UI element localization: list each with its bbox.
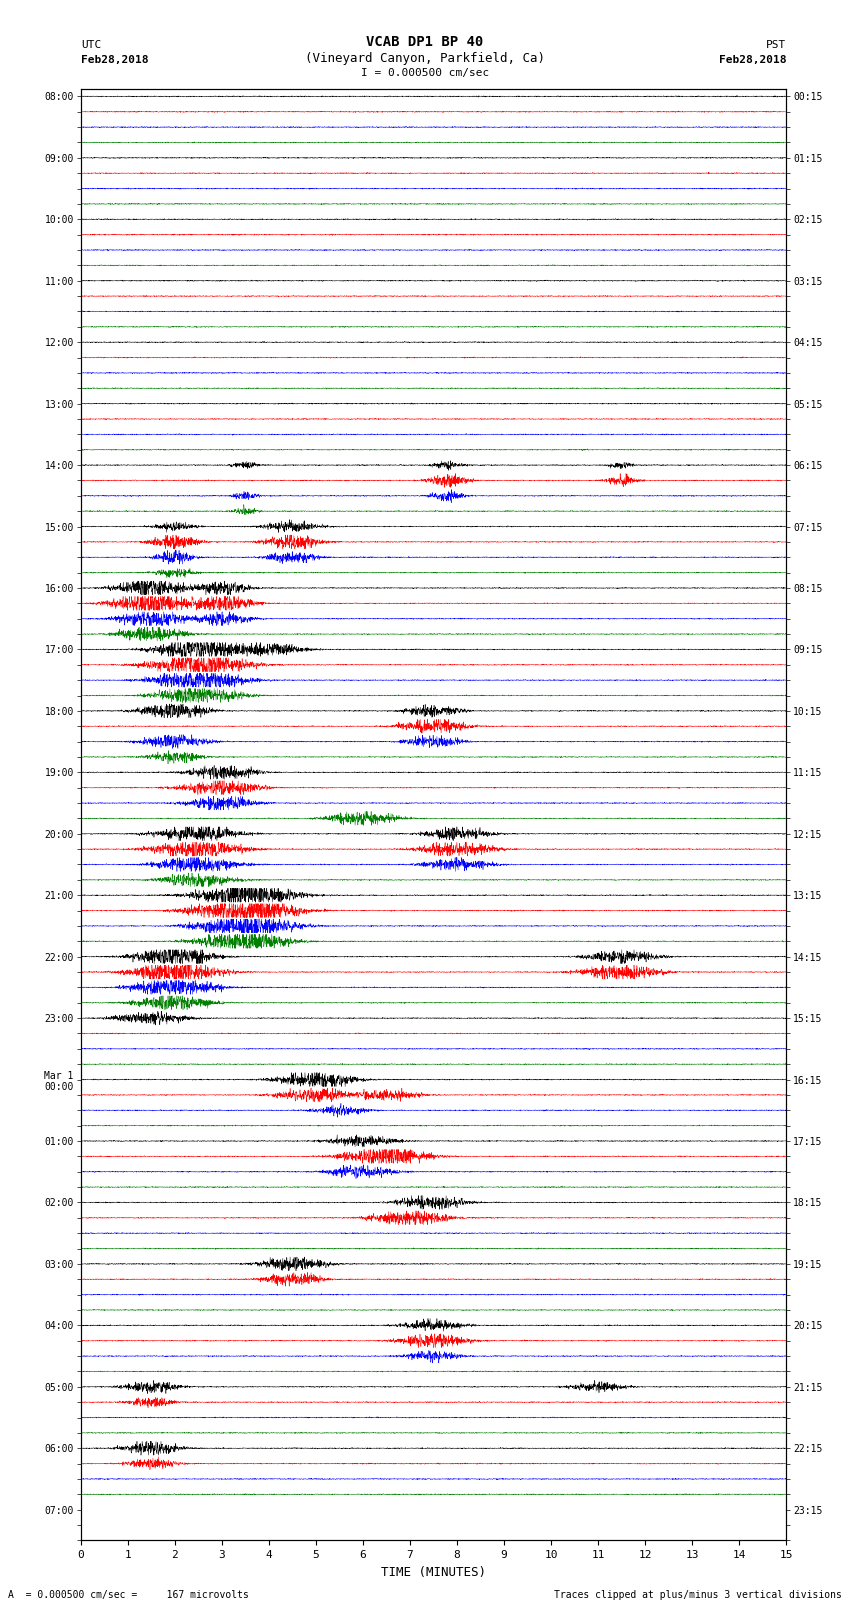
Text: Feb28,2018: Feb28,2018: [719, 55, 786, 65]
Text: (Vineyard Canyon, Parkfield, Ca): (Vineyard Canyon, Parkfield, Ca): [305, 52, 545, 65]
Text: Feb28,2018: Feb28,2018: [81, 55, 148, 65]
Text: Traces clipped at plus/minus 3 vertical divisions: Traces clipped at plus/minus 3 vertical …: [553, 1590, 842, 1600]
Text: A  = 0.000500 cm/sec =     167 microvolts: A = 0.000500 cm/sec = 167 microvolts: [8, 1590, 249, 1600]
X-axis label: TIME (MINUTES): TIME (MINUTES): [381, 1566, 486, 1579]
Text: VCAB DP1 BP 40: VCAB DP1 BP 40: [366, 35, 484, 50]
Text: I = 0.000500 cm/sec: I = 0.000500 cm/sec: [361, 68, 489, 77]
Text: UTC: UTC: [81, 40, 101, 50]
Text: PST: PST: [766, 40, 786, 50]
